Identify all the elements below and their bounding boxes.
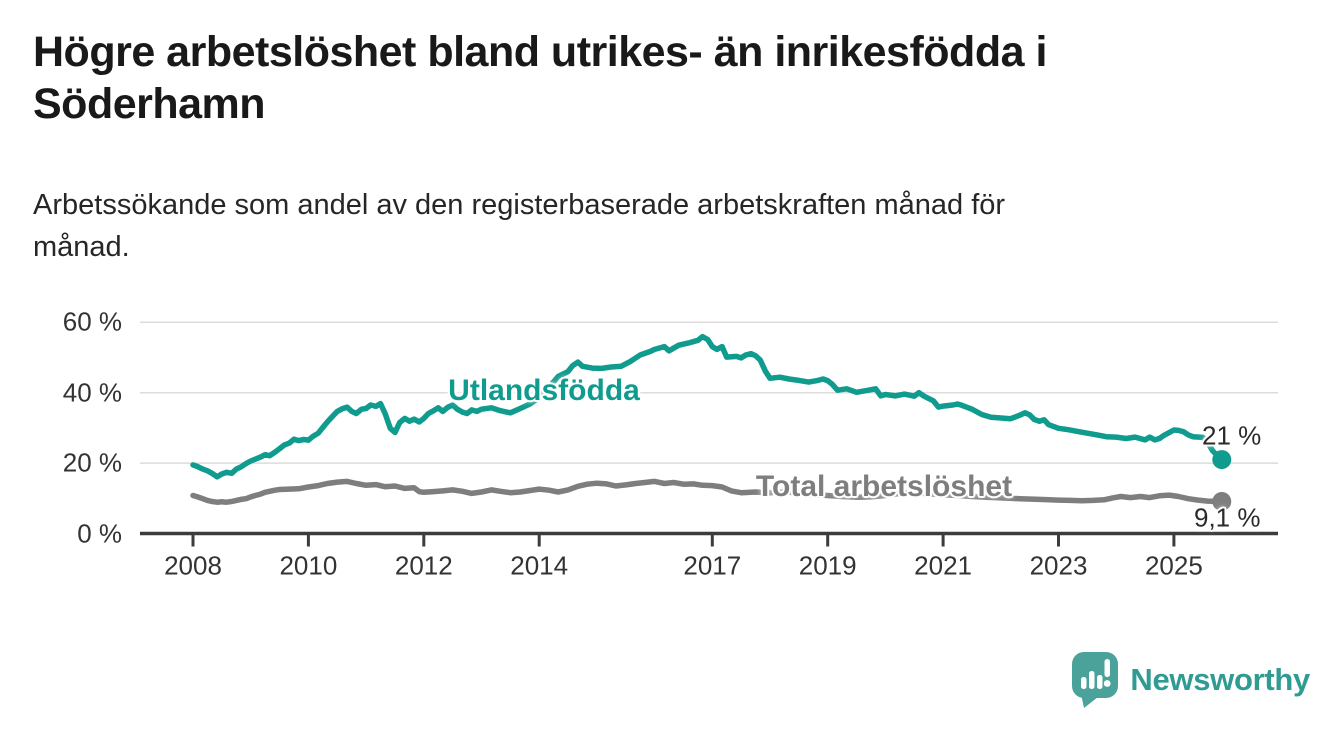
page-title: Högre arbetslöshet bland utrikes- än inr… bbox=[33, 28, 1047, 129]
series-label-total-arbetsloshet: Total arbetslöshet bbox=[755, 470, 1013, 503]
newsworthy-logo: Newsworthy bbox=[1071, 651, 1310, 709]
end-value-label-utlandsfodda: 21 % bbox=[1202, 420, 1262, 451]
x-tick-label-2021: 2021 bbox=[914, 550, 973, 581]
x-tick-label-2017: 2017 bbox=[683, 550, 742, 581]
series-end-dot-utlandsfodda bbox=[1212, 450, 1232, 470]
newsworthy-logo-text: Newsworthy bbox=[1130, 662, 1310, 697]
y-tick-label-20: 20 % bbox=[62, 447, 122, 478]
newsworthy-logo-icon bbox=[1072, 652, 1119, 708]
logo-exclamation-dot bbox=[1104, 680, 1111, 687]
logo-bubble-shape bbox=[1072, 652, 1119, 698]
x-tick-label-2023: 2023 bbox=[1029, 550, 1088, 581]
x-tick-label-2010: 2010 bbox=[279, 550, 338, 581]
chart-subtitle: Arbetssökande som andel av den registerb… bbox=[33, 189, 1006, 264]
y-tick-label-0: 0 % bbox=[77, 518, 122, 548]
series-line-total bbox=[190, 478, 1225, 505]
x-tick-label-2019: 2019 bbox=[798, 550, 857, 581]
logo-bar-3 bbox=[1097, 675, 1103, 689]
logo-exclamation-bar bbox=[1104, 659, 1111, 677]
x-tick-label-2014: 2014 bbox=[510, 550, 569, 581]
y-tick-label-60: 60 % bbox=[62, 306, 122, 337]
end-value-label-total: 9,1 % bbox=[1194, 502, 1261, 533]
x-tick-label-2025: 2025 bbox=[1144, 550, 1203, 581]
x-tick-label-2008: 2008 bbox=[164, 550, 222, 581]
logo-bar-2 bbox=[1089, 671, 1095, 689]
series-label-utlandsfodda: Utlandsfödda bbox=[448, 374, 640, 407]
y-tick-label-40: 40 % bbox=[62, 377, 122, 408]
x-tick-label-2012: 2012 bbox=[394, 550, 453, 581]
series-end-dot-total bbox=[1212, 491, 1232, 511]
series-line-utlandsfodda bbox=[190, 333, 1225, 480]
logo-bar-1 bbox=[1081, 677, 1087, 689]
logo-bubble-tail bbox=[1081, 694, 1099, 708]
